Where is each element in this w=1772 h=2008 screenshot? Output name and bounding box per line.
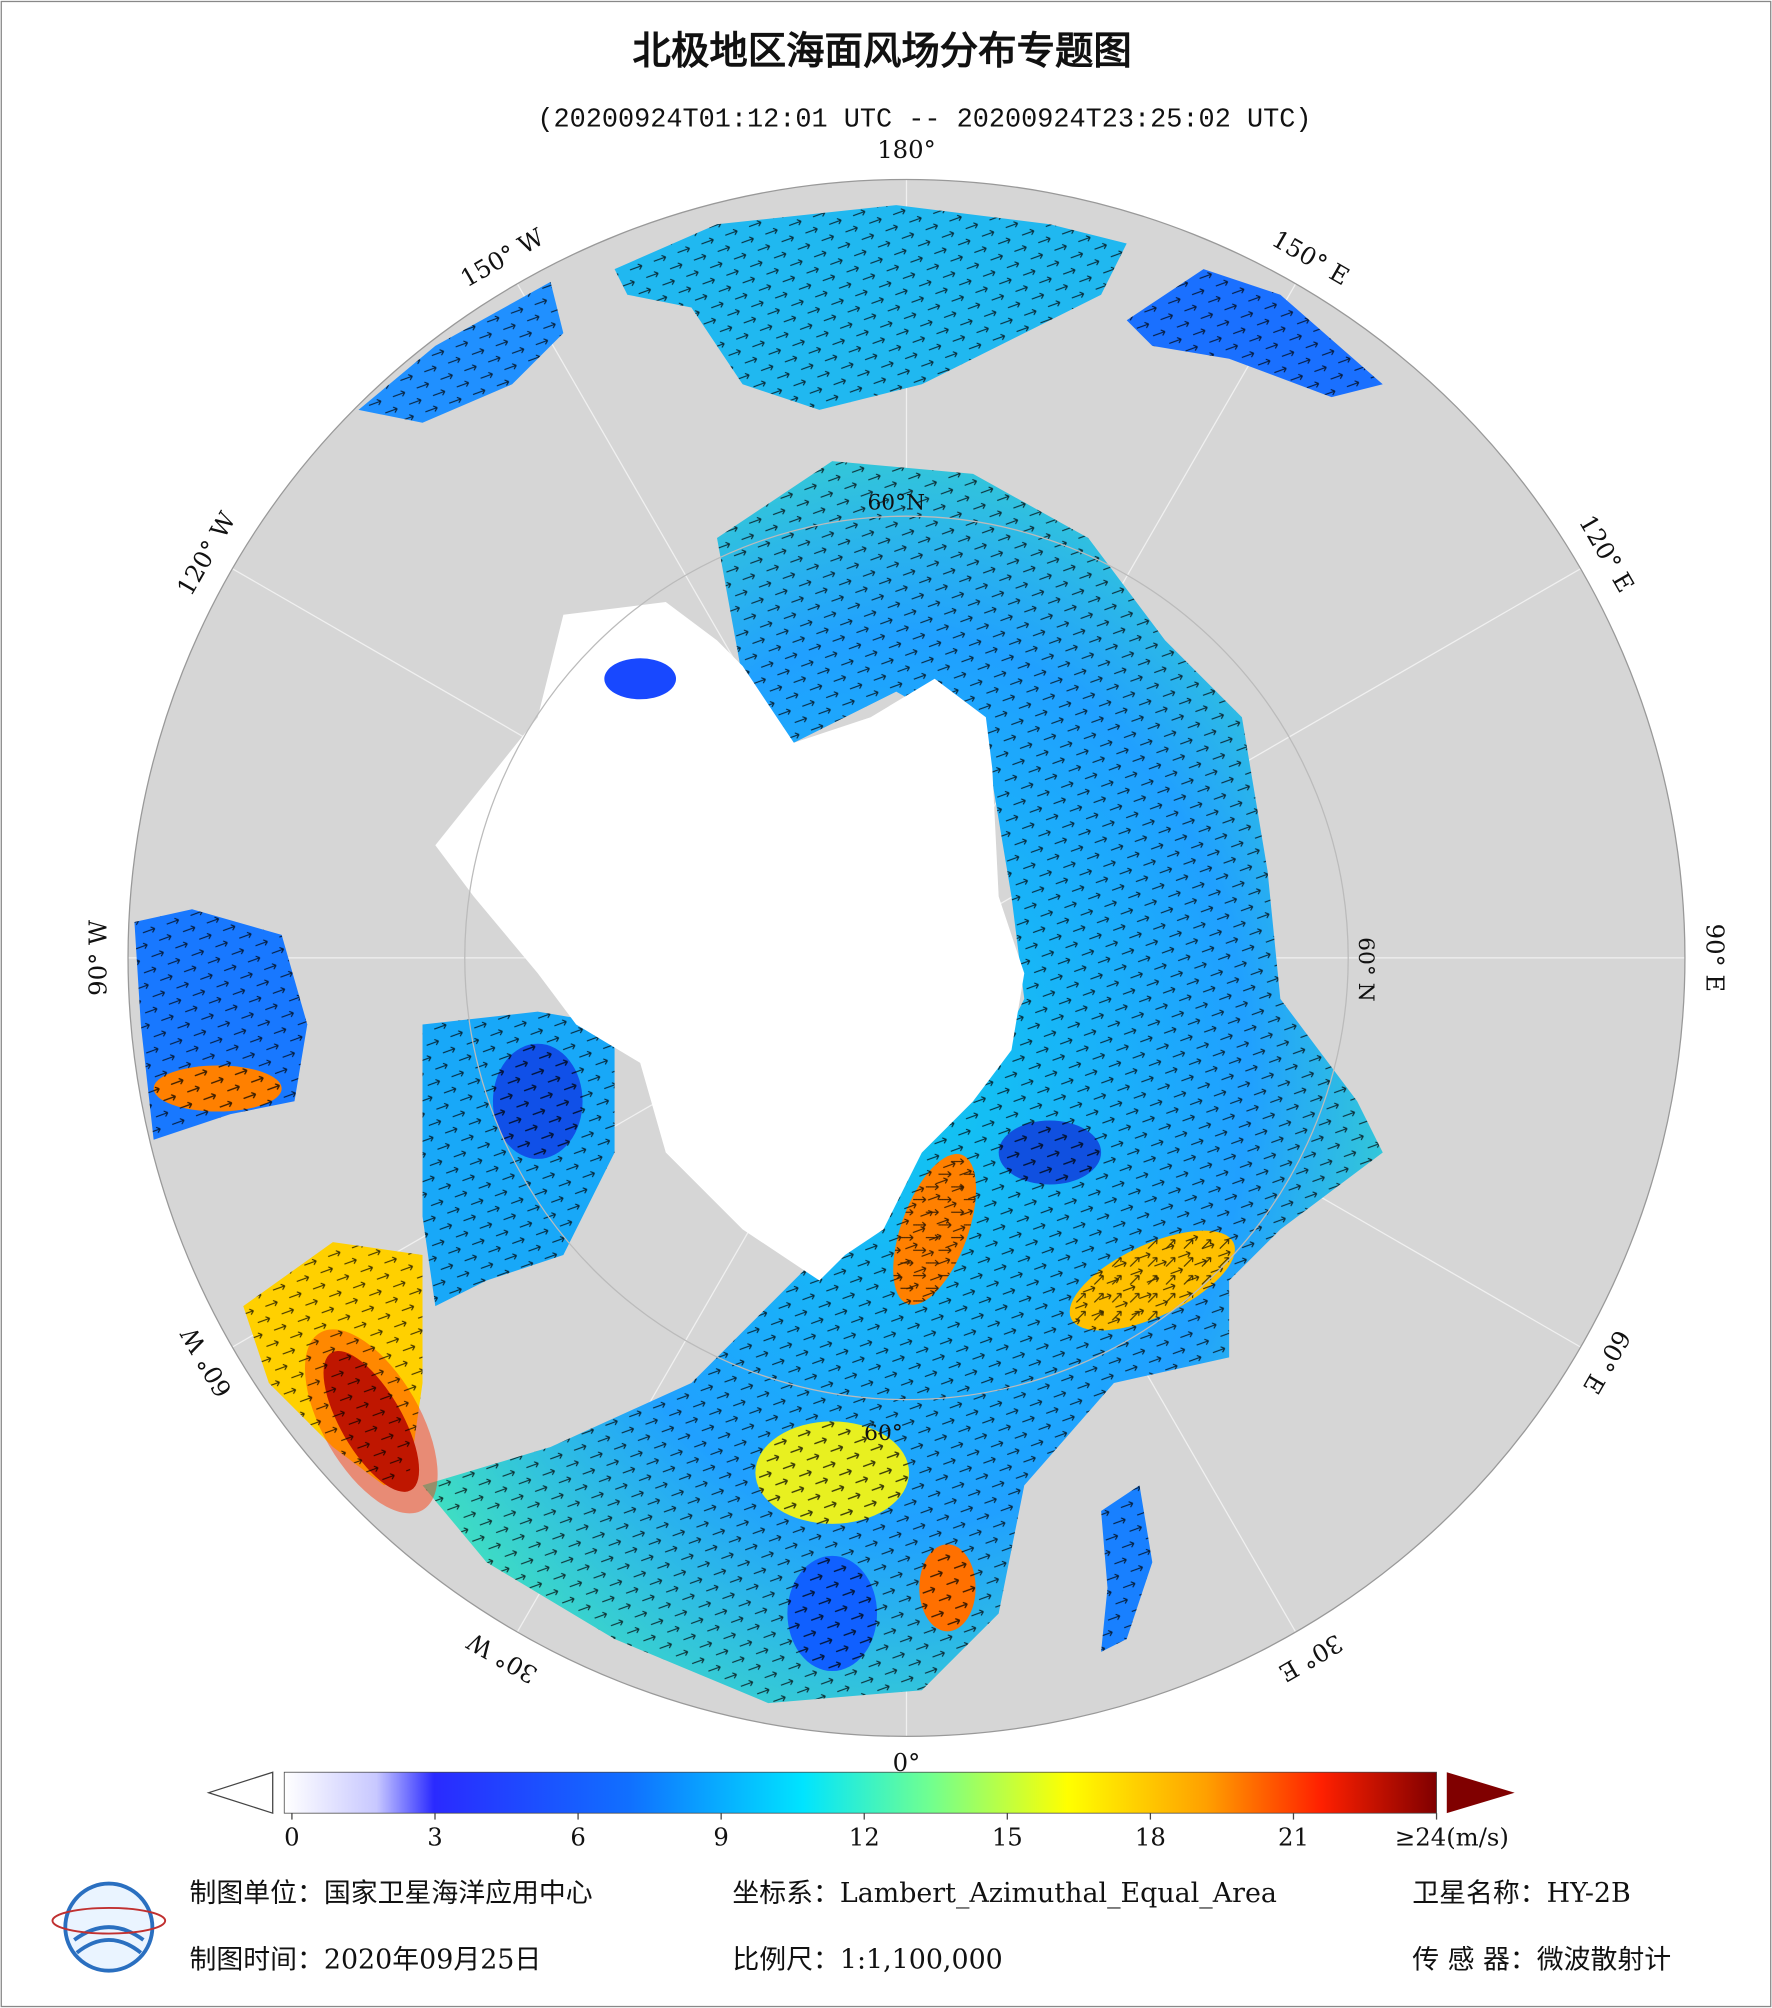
colorbar-tick-label: 3 — [427, 1822, 442, 1851]
wind-arrows — [1069, 1230, 1235, 1331]
footer: 制图单位：国家卫星海洋应用中心 坐标系：Lambert_Azimuthal_Equ… — [189, 1878, 1671, 1976]
wind-arrows — [422, 461, 1383, 1704]
map-subtitle: (20200924T01:12:01 UTC -- 20200924T23:25… — [537, 105, 1311, 135]
wind-arrows — [492, 1043, 583, 1159]
colorbar-tick-label: 12 — [849, 1822, 880, 1851]
latitude-label: 60°N — [867, 490, 925, 515]
wind-arrows — [153, 1065, 282, 1112]
map-title: 北极地区海面风场分布专题图 — [633, 29, 1132, 74]
wind-arrows — [1101, 1485, 1153, 1652]
longitude-label: 180° — [877, 135, 936, 164]
footer-info: 制图时间：2020年09月25日 — [189, 1945, 541, 1976]
map-edge — [127, 178, 1686, 1737]
latitude-circle — [464, 515, 1349, 1401]
wind-arrows — [243, 1242, 423, 1486]
wind-arrows — [755, 1421, 910, 1524]
logo — [51, 1881, 167, 1973]
wind-vectors — [134, 205, 1383, 1704]
footer-info: 比例尺：1:1,100,000 — [732, 1945, 1002, 1976]
latitude-label: 60° — [864, 1421, 903, 1446]
wind-arrows — [919, 1544, 976, 1632]
colorbar-tick-label: 15 — [992, 1822, 1023, 1851]
colorbar-tick-label: 6 — [570, 1822, 585, 1851]
colorbar-low-arrow — [206, 1771, 274, 1815]
latitude-label: 60° N — [1353, 937, 1378, 1001]
colorbar-ramp — [283, 1771, 1437, 1814]
colorbar-high-arrow — [1446, 1772, 1515, 1814]
wind-arrows — [998, 1120, 1102, 1185]
colorbar-tick-label: ≥24(m/s) — [1395, 1822, 1509, 1851]
colorbar-tick-label: 21 — [1278, 1822, 1309, 1851]
longitude-label: 90° W — [83, 920, 112, 996]
wind-arrows — [893, 1153, 977, 1305]
colorbar-tick-label: 0 — [284, 1822, 299, 1851]
colorbar-tick-label: 18 — [1135, 1822, 1166, 1851]
longitude-label: 90° E — [1701, 924, 1730, 993]
colorbar: 0 3 6 9 12 15 18 21 ≥24(m/s) — [206, 1771, 1515, 1851]
ice-gap — [604, 658, 677, 700]
colorbar-tick-label: 9 — [713, 1822, 728, 1851]
wind-arrows — [787, 1555, 878, 1672]
wind-arrows — [358, 281, 564, 423]
footer-info: 卫星名称：HY-2B — [1412, 1878, 1631, 1909]
map-body — [128, 179, 1685, 1737]
wind-arrows — [614, 205, 1127, 410]
footer-info: 制图单位：国家卫星海洋应用中心 — [189, 1878, 592, 1909]
footer-info: 坐标系：Lambert_Azimuthal_Equal_Area — [732, 1878, 1277, 1909]
wind-arrows — [1126, 269, 1383, 398]
footer-info: 传 感 器：微波散射计 — [1412, 1945, 1671, 1976]
sea-ice — [435, 601, 1025, 1281]
